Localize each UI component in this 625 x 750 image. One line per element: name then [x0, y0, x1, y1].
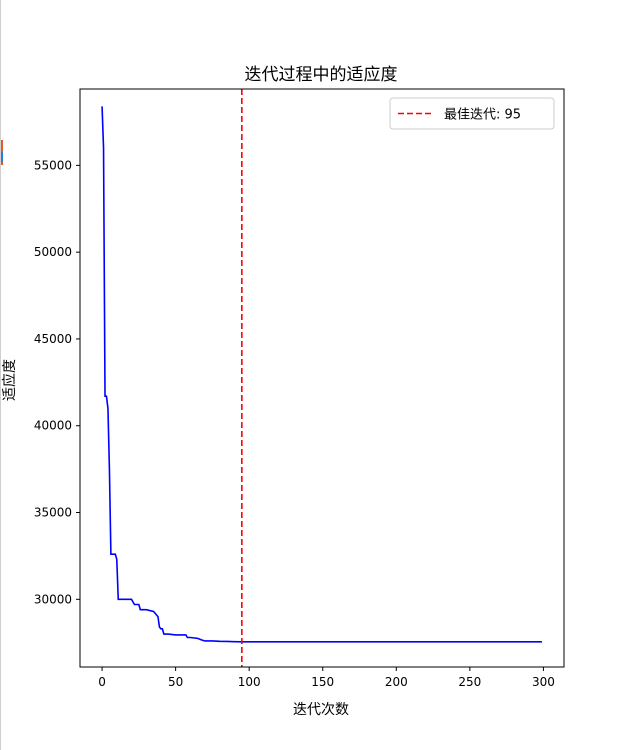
x-tick-label: 50	[168, 675, 183, 689]
chart-title: 迭代过程中的适应度	[245, 65, 398, 85]
plot-area	[101, 89, 542, 667]
y-tick-label: 35000	[34, 506, 72, 520]
y-tick-label: 40000	[34, 419, 72, 433]
series-line-0	[101, 106, 542, 643]
y-tick-label: 55000	[34, 158, 72, 172]
x-tick-label: 150	[311, 675, 334, 689]
window-edge	[0, 0, 1, 750]
x-tick-label: 200	[385, 675, 408, 689]
y-tick-label: 45000	[34, 332, 72, 346]
y-tick-label: 30000	[34, 592, 72, 606]
x-axis-label: 迭代次数	[293, 702, 349, 718]
x-tick-label: 250	[458, 675, 481, 689]
legend: 最佳迭代: 95	[389, 97, 555, 130]
legend-label: 最佳迭代: 95	[444, 108, 521, 123]
x-tick-label: 0	[98, 675, 106, 689]
axes: 0 50 100 150 200 250 300 30000 35000 40000 45000 50…	[34, 88, 565, 689]
window-edge-accent-2	[1, 152, 3, 162]
x-tick-label: 100	[238, 675, 261, 689]
y-tick-label: 50000	[34, 245, 72, 259]
legend-box	[389, 97, 555, 130]
x-tick-label: 300	[532, 675, 555, 689]
axes-frame	[79, 88, 565, 668]
y-axis-label: 适应度	[1, 359, 18, 401]
